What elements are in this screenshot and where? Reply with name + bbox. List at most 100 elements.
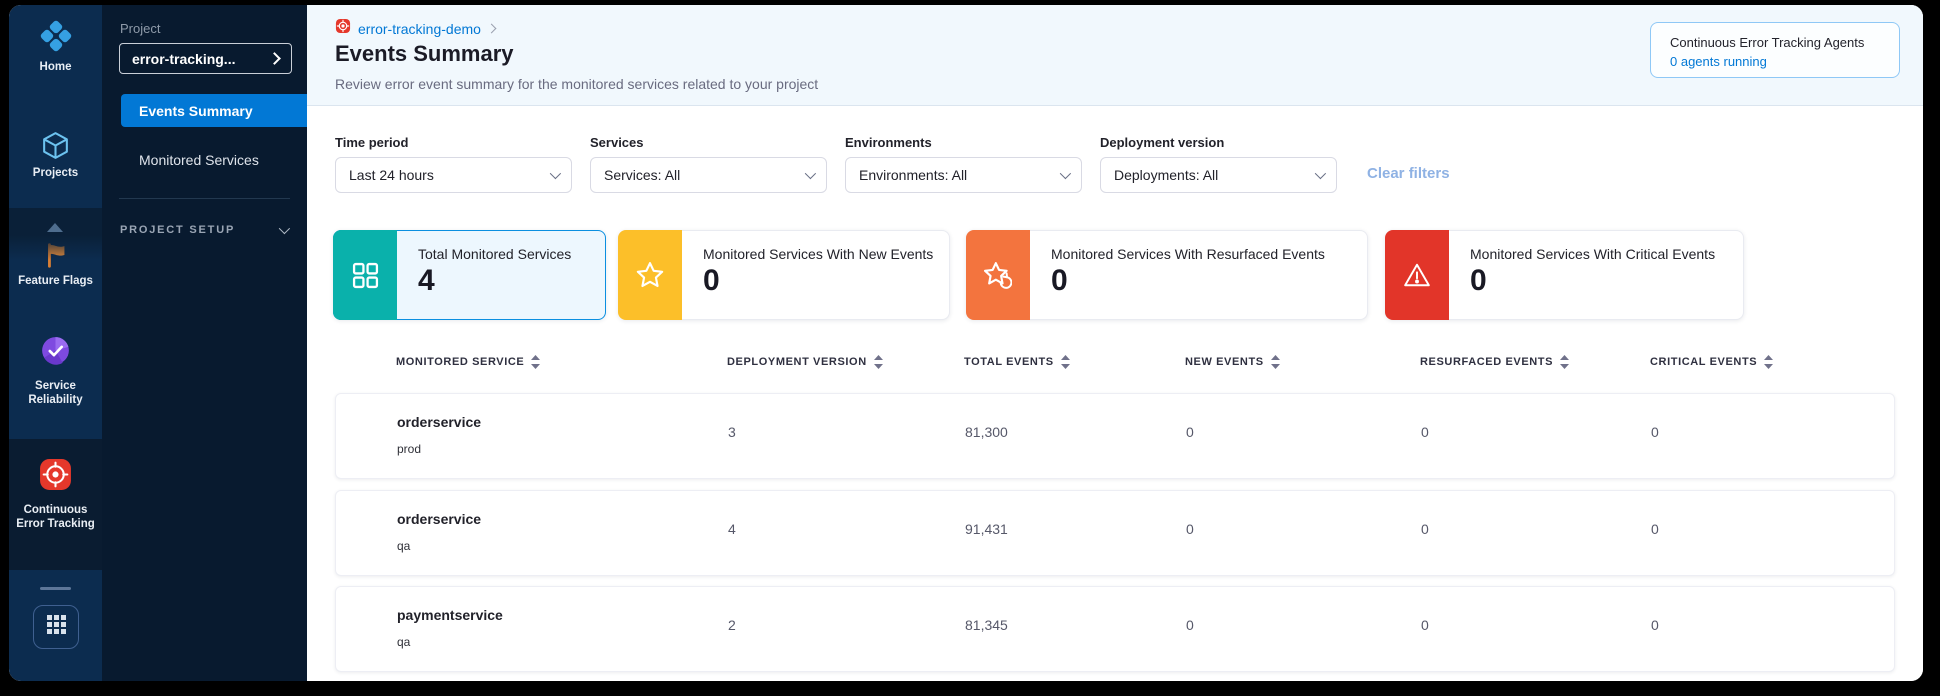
time-period-dropdown[interactable]: Last 24 hours [335,157,572,193]
sidebar-item-service-reliability-label2: Reliability [28,394,83,406]
sidebar-item-projects-label: Projects [32,167,79,179]
table-row[interactable]: orderservice prod 3 81,300 0 0 0 [335,393,1895,479]
sort-icon[interactable] [1060,355,1070,369]
project-selector[interactable]: error-tracking... [119,43,292,74]
sidebar-item-feature-flags-label: Feature Flags [18,275,93,287]
new-events-value: 0 [1186,424,1194,440]
column-header-critical-events[interactable]: Critical Events [1650,355,1774,369]
column-label: Critical Events [1650,356,1758,368]
card-value: 4 [418,264,435,297]
project-setup-label: PROJECT SETUP [120,224,236,236]
sidebar-item-monitored-services[interactable]: Monitored Services [139,152,259,168]
agents-status-box: Continuous Error Tracking Agents 0 agent… [1650,22,1900,78]
environments-value: Environments: All [859,167,968,183]
filter-label-time-period: Time period [335,135,409,150]
card-new-events[interactable]: Monitored Services With New Events 0 [618,230,950,320]
error-tracking-mini-icon [335,18,351,39]
deployment-version-value: 3 [728,424,736,440]
critical-events-value: 0 [1651,424,1659,440]
project-setup-toggle[interactable]: PROJECT SETUP [120,222,291,236]
star-resurfaced-icon [966,230,1030,320]
rail-scroll-fade [9,208,102,260]
flag-icon [41,243,71,275]
sidebar-divider [119,198,290,199]
project-sidebar: Project error-tracking... Events Summary… [102,5,307,681]
card-title: Monitored Services With New Events [703,246,934,262]
deployment-version-value: 4 [728,521,736,537]
card-critical-events[interactable]: Monitored Services With Critical Events … [1385,230,1744,320]
cube-icon [39,132,72,166]
chevron-right-icon [268,52,281,65]
chevron-down-icon [1059,167,1072,180]
card-value: 0 [1470,264,1487,297]
chevron-down-icon [804,167,817,180]
table-row[interactable]: orderservice qa 4 91,431 0 0 0 [335,490,1895,576]
new-events-value: 0 [1186,617,1194,633]
card-title: Monitored Services With Resurfaced Event… [1051,246,1325,262]
sort-icon[interactable] [873,355,883,369]
services-dropdown[interactable]: Services: All [590,157,827,193]
clear-filters-button[interactable]: Clear filters [1367,165,1450,182]
column-label: Total Events [964,356,1054,368]
deployments-dropdown[interactable]: Deployments: All [1100,157,1337,193]
column-header-monitored-service[interactable]: Monitored Service [396,355,541,369]
sidebar-item-cet-label2: Error Tracking [16,518,95,530]
card-resurfaced-events[interactable]: Monitored Services With Resurfaced Event… [966,230,1368,320]
sidebar-item-cet-label1: Continuous [23,504,88,516]
harness-logo-icon [39,20,73,57]
service-name[interactable]: orderservice [397,414,482,430]
app-window: Home Projects Feature Flags [9,5,1923,681]
page-title: Events Summary [335,41,514,66]
card-title: Total Monitored Services [418,246,572,262]
sort-icon[interactable] [1560,355,1570,369]
breadcrumb-project-link[interactable]: error-tracking-demo [358,20,481,37]
sidebar-item-service-reliability[interactable] [9,333,102,373]
rail-divider [40,587,71,590]
agents-running-link[interactable]: 0 agents running [1670,54,1767,69]
deployment-version-value: 2 [728,617,736,633]
column-label: New Events [1185,356,1264,368]
sort-icon[interactable] [1270,355,1280,369]
environment-name: qa [397,635,411,649]
star-icon [618,230,682,320]
card-total-monitored-services[interactable]: Total Monitored Services 4 [333,230,606,320]
chevron-down-icon [278,222,291,235]
breadcrumb: error-tracking-demo [335,18,497,39]
filter-label-environments: Environments [845,135,932,150]
sidebar-item-service-reliability-label1: Service [35,380,76,392]
resurfaced-events-value: 0 [1421,521,1429,537]
column-header-resurfaced-events[interactable]: Resurfaced Events [1420,355,1570,369]
main-content: error-tracking-demo Events Summary Revie… [307,5,1923,681]
module-picker-button[interactable] [33,605,79,649]
column-header-total-events[interactable]: Total Events [964,355,1070,369]
chevron-up-icon[interactable] [47,219,63,237]
sort-icon[interactable] [531,355,541,369]
sidebar-item-continuous-error-tracking[interactable] [9,457,102,497]
new-events-value: 0 [1186,521,1194,537]
service-name[interactable]: paymentservice [397,607,503,623]
column-label: Resurfaced Events [1420,356,1554,368]
services-value: Services: All [604,167,681,183]
time-period-value: Last 24 hours [349,167,434,183]
sidebar-item-home[interactable] [9,19,102,58]
service-reliability-icon [38,337,73,372]
error-tracking-target-icon [38,459,73,496]
resurfaced-events-value: 0 [1421,617,1429,633]
left-rail: Home Projects Feature Flags [9,5,102,681]
project-section-label: Project [120,21,161,36]
service-name[interactable]: orderservice [397,511,482,527]
warning-icon [1385,230,1449,320]
sidebar-item-projects[interactable] [9,129,102,167]
chevron-right-icon [486,23,497,34]
column-header-new-events[interactable]: New Events [1185,355,1280,369]
chevron-down-icon [549,167,562,180]
total-events-value: 81,300 [965,424,1008,440]
column-header-deployment-version[interactable]: Deployment Version [727,355,883,369]
column-label: Deployment Version [727,356,867,368]
sort-icon[interactable] [1764,355,1774,369]
environment-name: qa [397,539,411,553]
sidebar-item-events-summary[interactable]: Events Summary [121,94,307,127]
table-row[interactable]: paymentservice qa 2 81,345 0 0 0 [335,586,1895,672]
page-subtitle: Review error event summary for the monit… [335,76,819,92]
environments-dropdown[interactable]: Environments: All [845,157,1082,193]
